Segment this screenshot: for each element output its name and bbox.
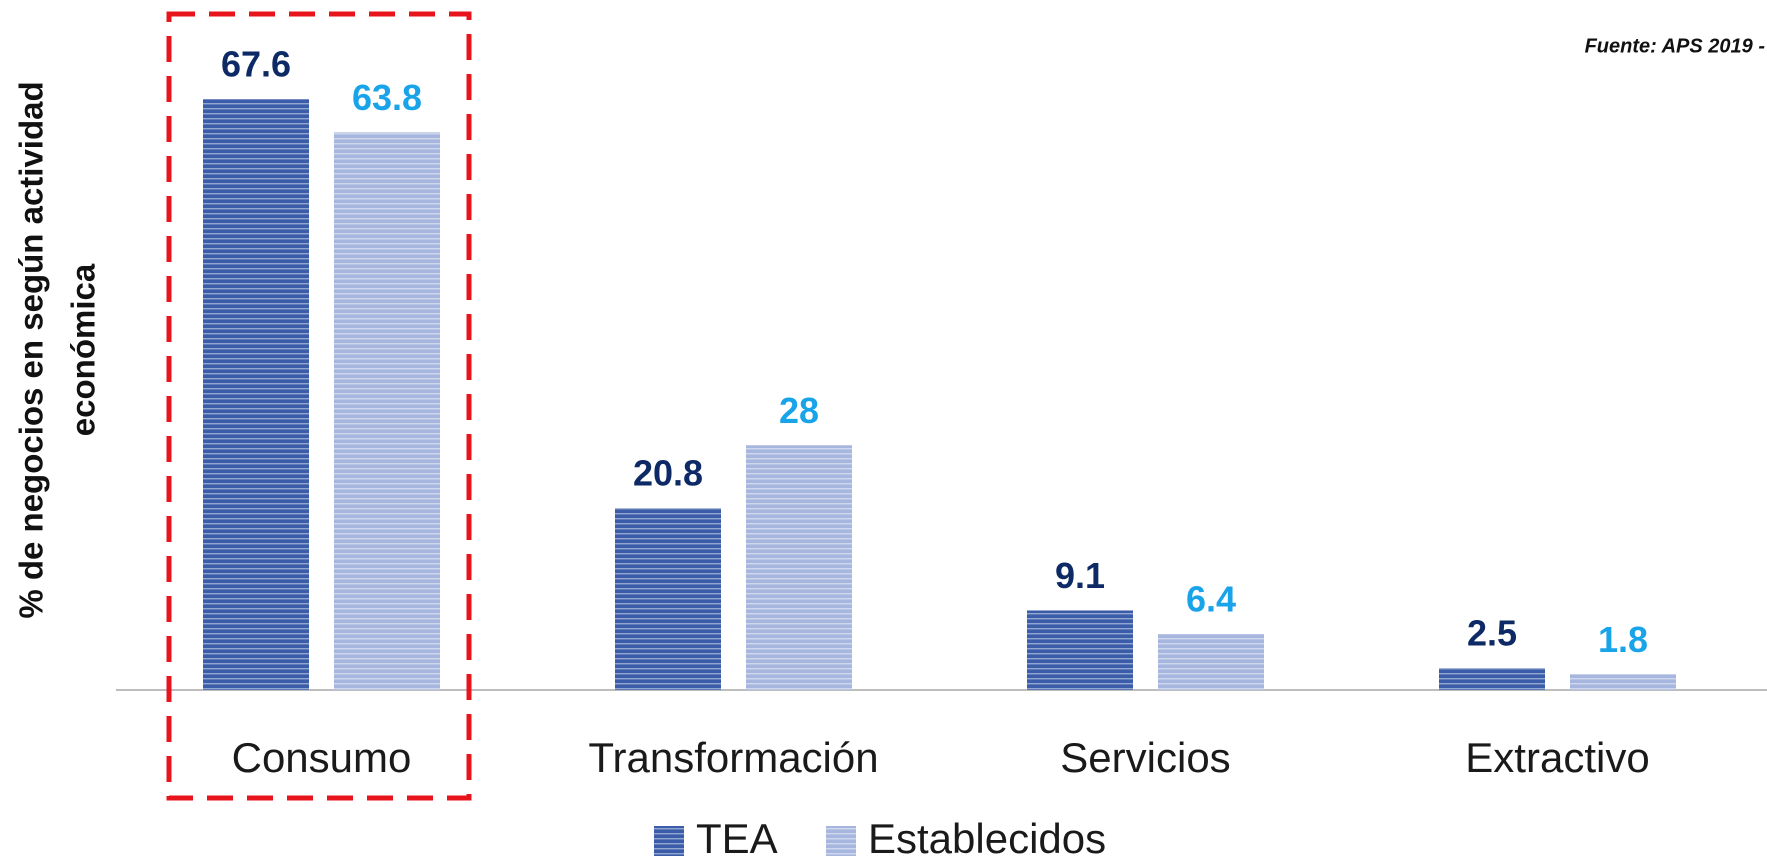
x-tick-label: Servicios: [1060, 734, 1230, 781]
legend-label: Establecidos: [868, 815, 1106, 862]
data-label: 67.6: [221, 44, 291, 85]
data-label: 63.8: [352, 77, 422, 118]
legend-swatch: [826, 826, 856, 856]
legend-swatch: [654, 826, 684, 856]
data-label: 2.5: [1467, 613, 1517, 654]
bar: [1027, 610, 1133, 690]
source-note: Fuente: APS 2019 -: [1585, 35, 1766, 57]
x-tick-label: Extractivo: [1465, 734, 1649, 781]
data-label: 6.4: [1186, 579, 1236, 620]
bar: [1158, 634, 1264, 690]
highlight-box: [166, 11, 472, 801]
data-label: 9.1: [1055, 555, 1105, 596]
x-tick-label: Transformación: [588, 734, 878, 781]
bar: [1570, 674, 1676, 690]
bar: [203, 99, 309, 690]
data-label: 1.8: [1598, 619, 1648, 660]
bar: [615, 508, 721, 690]
x-tick-label: Consumo: [232, 734, 412, 781]
y-axis-label: económica: [65, 263, 102, 436]
legend-label: TEA: [696, 815, 778, 862]
data-label: 20.8: [633, 453, 703, 494]
bar: [1439, 668, 1545, 690]
data-label: 28: [779, 390, 819, 431]
bar: [334, 132, 440, 690]
y-axis-label: % de negocios en según actividad: [13, 81, 50, 618]
bar: [746, 445, 852, 690]
